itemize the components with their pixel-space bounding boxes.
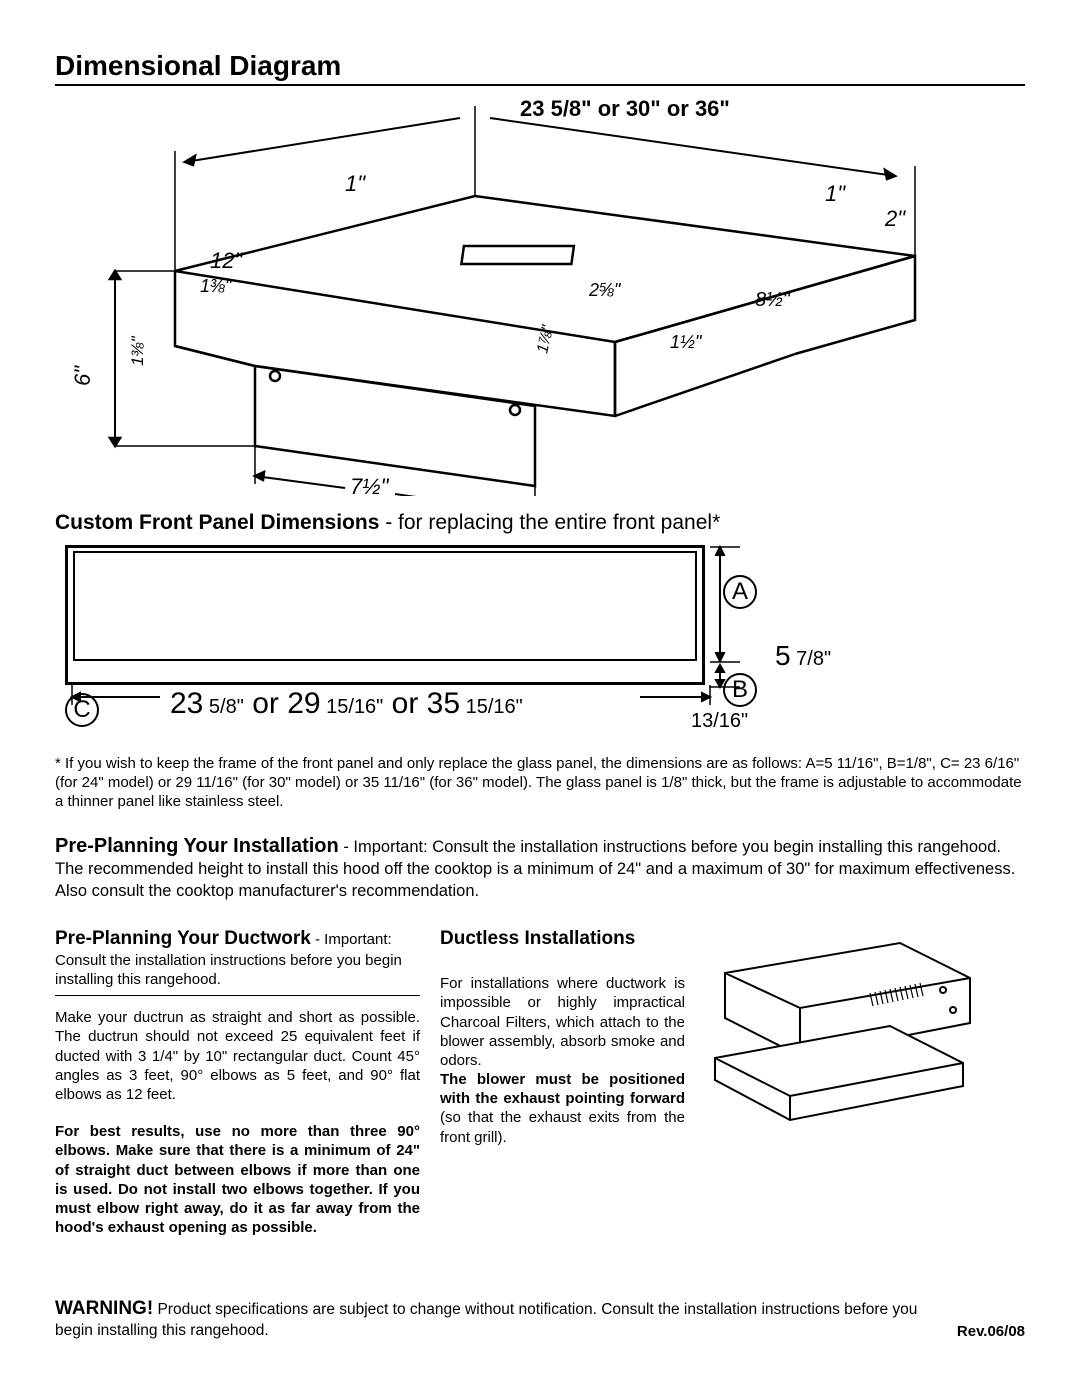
custom-front-heading-rest: - for replacing the entire front panel* <box>379 511 720 534</box>
width-label: 23 5/8" or 30" or 36" <box>520 96 730 122</box>
revision-label: Rev.06/08 <box>957 1323 1025 1340</box>
section-title: Dimensional Diagram <box>55 50 1025 86</box>
dim-6in: 6" <box>70 365 95 386</box>
ductless-para1: For installations where ductwork is impo… <box>440 974 685 1070</box>
ductless-illustration <box>695 928 1025 1237</box>
two-column-section: Pre-Planning Your Ductwork - Important: … <box>55 928 1025 1237</box>
warning-rest: Product specifications are subject to ch… <box>55 1301 917 1339</box>
dim-a-text: 5 7/8" <box>775 640 831 672</box>
divider <box>55 995 420 996</box>
preplanning-installation: Pre-Planning Your Installation - Importa… <box>55 833 1025 902</box>
ductwork-column: Pre-Planning Your Ductwork - Important: … <box>55 928 420 1237</box>
label-a-circle: A <box>723 575 757 609</box>
ductless-column: Ductless Installations For installations… <box>440 928 1025 1237</box>
warning-text: WARNING! Product specifications are subj… <box>55 1297 957 1340</box>
dim-2-5-8: 2⅝" <box>588 280 622 300</box>
dim-1in-right: 1" <box>825 181 846 206</box>
glass-panel-footnote: * If you wish to keep the frame of the f… <box>55 755 1025 811</box>
dim-1-7-8: 1⅞" <box>534 323 557 355</box>
dim-1-3-8: 1⅜" <box>200 276 233 296</box>
dim-12in: 12" <box>210 248 243 273</box>
label-b-circle: B <box>723 673 757 707</box>
ductless-para2: The blower must be positioned with the e… <box>440 1070 685 1147</box>
preplanning-install-bold: Pre-Planning Your Installation <box>55 835 339 857</box>
ductwork-heading-bold: Pre-Planning Your Ductwork <box>55 928 311 949</box>
ductwork-heading: Pre-Planning Your Ductwork - Important: <box>55 928 420 951</box>
ductwork-intro: Consult the installation instructions be… <box>55 951 420 989</box>
custom-front-heading-bold: Custom Front Panel Dimensions <box>55 511 379 534</box>
dim-2in: 2" <box>884 206 906 231</box>
ductless-para2-rest: (so that the exhaust exits from the fron… <box>440 1109 685 1145</box>
dim-7-1-2: 7½" <box>350 474 390 496</box>
dim-8-1-2: 8½" <box>755 289 791 311</box>
dim-b-text: 13/16" <box>691 710 748 733</box>
ductwork-para1: Make your ductrun as straight and short … <box>55 1008 420 1104</box>
panel-inner-rect <box>73 551 697 661</box>
custom-front-heading: Custom Front Panel Dimensions - for repl… <box>55 511 1025 535</box>
ductless-para2-bold: The blower must be positioned with the e… <box>440 1071 685 1107</box>
ductwork-heading-rest: - Important: <box>311 931 392 948</box>
label-c-circle: C <box>65 693 99 727</box>
warning-bold: WARNING! <box>55 1298 153 1319</box>
dim-c-text: 23 5/8" or 29 15/16" or 35 15/16" <box>170 687 523 721</box>
ductwork-para2-bold: For best results, use no more than three… <box>55 1122 420 1237</box>
dim-1-3-8b: 1⅜" <box>128 335 147 366</box>
panel-diagram: A B C 23 5/8" or 29 15/16" or 35 15/16" … <box>55 545 1025 745</box>
dim-1-1-2: 1½" <box>670 332 703 352</box>
dim-1in-left: 1" <box>345 171 366 196</box>
ductless-heading: Ductless Installations <box>440 928 685 950</box>
footer-row: WARNING! Product specifications are subj… <box>55 1297 1025 1340</box>
iso-diagram-svg: 1" 1" 2" 12" 1⅜" 2⅝" 8½" 6" 1⅜" 1⅞" 1½" … <box>55 96 1025 496</box>
iso-diagram: 23 5/8" or 30" or 36" <box>55 96 1025 496</box>
